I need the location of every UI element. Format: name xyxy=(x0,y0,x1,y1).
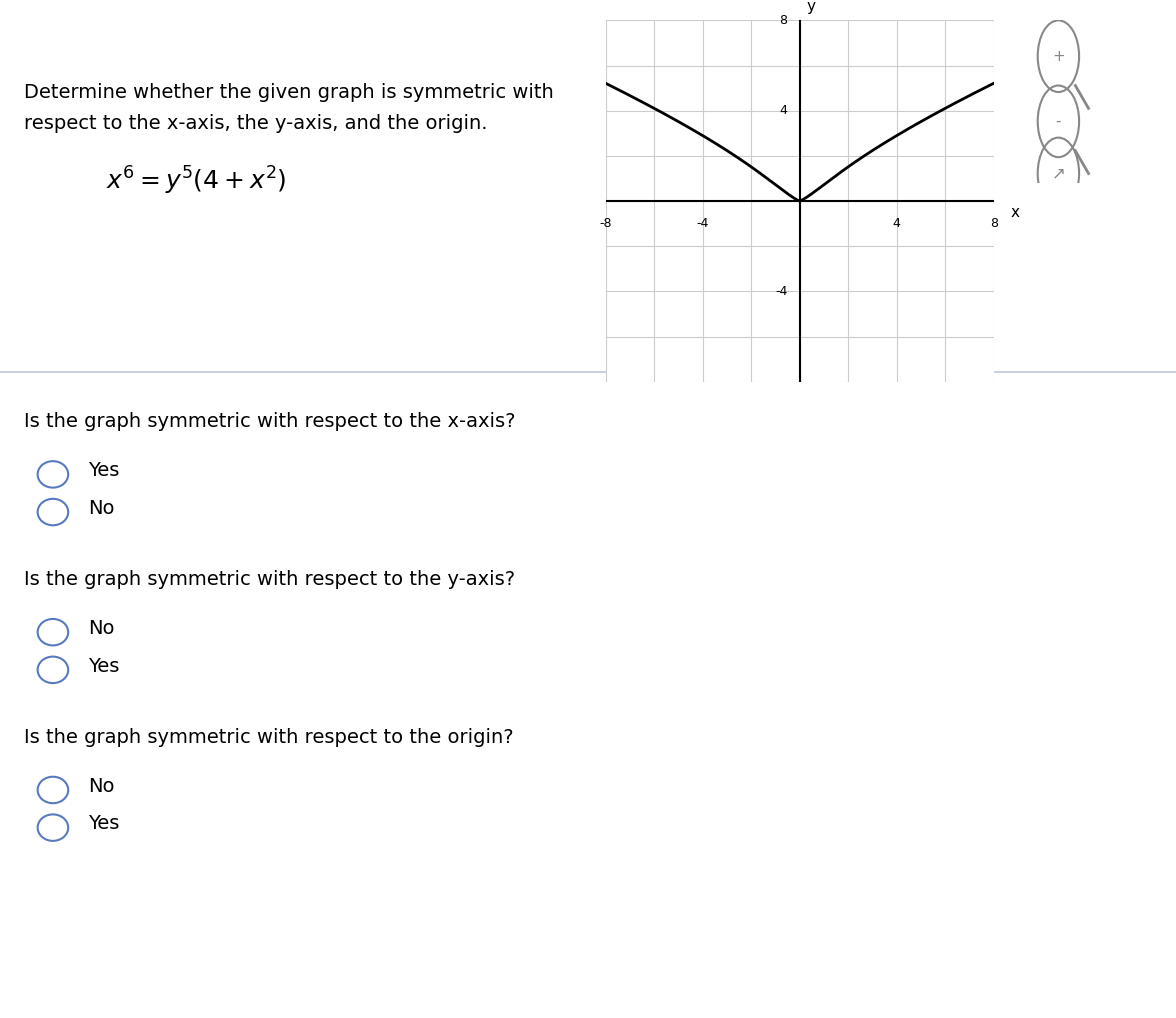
Text: No: No xyxy=(88,777,115,796)
Text: Is the graph symmetric with respect to the origin?: Is the graph symmetric with respect to t… xyxy=(24,728,513,747)
Text: Is the graph symmetric with respect to the y-axis?: Is the graph symmetric with respect to t… xyxy=(24,570,515,589)
Text: -4: -4 xyxy=(775,285,788,298)
Text: ↗: ↗ xyxy=(1051,165,1065,182)
Text: $x^6 = y^5(4 + x^2)$: $x^6 = y^5(4 + x^2)$ xyxy=(106,165,287,197)
Text: 8: 8 xyxy=(990,217,997,230)
Text: +: + xyxy=(1053,49,1064,64)
Text: 4: 4 xyxy=(893,217,901,230)
Text: Yes: Yes xyxy=(88,657,120,676)
Text: -8: -8 xyxy=(600,217,612,230)
Text: Yes: Yes xyxy=(88,814,120,834)
Text: Determine whether the given graph is symmetric with: Determine whether the given graph is sym… xyxy=(24,83,553,103)
Text: respect to the x-axis, the y-axis, and the origin.: respect to the x-axis, the y-axis, and t… xyxy=(24,114,487,133)
Text: Yes: Yes xyxy=(88,461,120,480)
Text: No: No xyxy=(88,499,115,518)
Text: 4: 4 xyxy=(780,104,788,117)
Text: No: No xyxy=(88,619,115,638)
Text: x: x xyxy=(1010,205,1020,220)
Text: -: - xyxy=(1056,114,1061,129)
Text: Is the graph symmetric with respect to the x-axis?: Is the graph symmetric with respect to t… xyxy=(24,412,515,432)
Text: y: y xyxy=(807,0,816,14)
Text: 8: 8 xyxy=(780,14,788,26)
Text: -4: -4 xyxy=(696,217,709,230)
